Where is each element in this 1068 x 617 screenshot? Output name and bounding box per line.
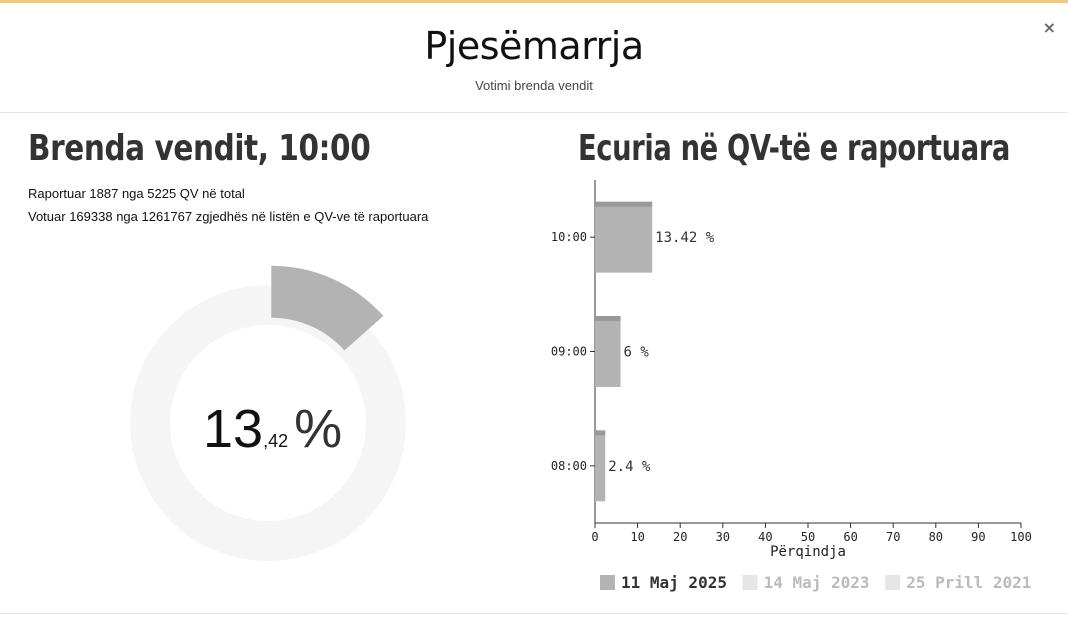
top-accent-border [0,0,1068,3]
modal-subtitle: Votimi brenda vendit [475,78,593,93]
legend-swatch [600,575,615,590]
y-tick-label: 08:00 [551,459,587,473]
donut-center-label: 13,42% [203,398,342,460]
bar-top-edge [595,430,606,436]
x-tick-label: 40 [758,530,772,544]
y-tick-label: 10:00 [551,230,587,244]
turnout-donut-chart [130,265,406,561]
donut-turnout-slice [271,265,384,351]
bar-top-edge [595,201,653,207]
donut-remaining-slice [130,285,406,561]
left-heading: Brenda vendit, 10:00 [28,128,371,169]
turnout-decimal: ,42 [263,431,289,451]
x-tick-label: 70 [886,530,900,544]
turnout-percent-sign: % [294,399,343,459]
x-tick-label: 90 [971,530,985,544]
footer-divider [0,613,1068,614]
bar-data-label: 2.4 % [608,459,651,475]
turnout-progress-bar-chart: 10:00 13.42 % 09:00 6 % 08:00 2.4 % 0 10 20 30 40 5… [551,180,1032,592]
x-tick-label: 20 [673,530,687,544]
bar-top-edge [595,316,621,322]
legend-item-label[interactable]: 11 Maj 2025 [621,573,727,592]
legend-item-label[interactable]: 14 Maj 2023 [764,573,870,592]
right-heading: Ecuria në QV-të e raportuara [578,128,1011,169]
bar [595,201,653,273]
bar-data-label: 6 % [624,345,650,361]
close-button[interactable]: × [1042,18,1056,37]
legend-item-label[interactable]: 25 Prill 2021 [906,573,1031,592]
x-tick-label: 100 [1010,530,1032,544]
reported-text: Raportuar 1887 nga 5225 QV në total [28,186,245,201]
x-tick-label: 50 [801,530,815,544]
x-tick-label: 10 [630,530,644,544]
turnout-integer: 13 [203,399,264,459]
voted-text: Votuar 169338 nga 1261767 zgjedhës në li… [28,209,429,224]
x-tick-label: 30 [716,530,730,544]
bar [595,316,621,387]
y-tick-label: 09:00 [551,345,587,359]
legend-swatch [742,575,758,590]
x-tick-label: 60 [843,530,857,544]
x-tick-label: 0 [591,530,598,544]
modal-title: Pjesëmarrja [424,24,644,68]
bar-data-label: 13.42 % [655,230,715,246]
legend-swatch [885,575,901,590]
x-axis-title: Përqindja [770,544,846,560]
modal-header: Pjesëmarrja Votimi brenda vendit [0,0,1068,113]
bar [595,430,606,502]
x-tick-label: 80 [929,530,943,544]
